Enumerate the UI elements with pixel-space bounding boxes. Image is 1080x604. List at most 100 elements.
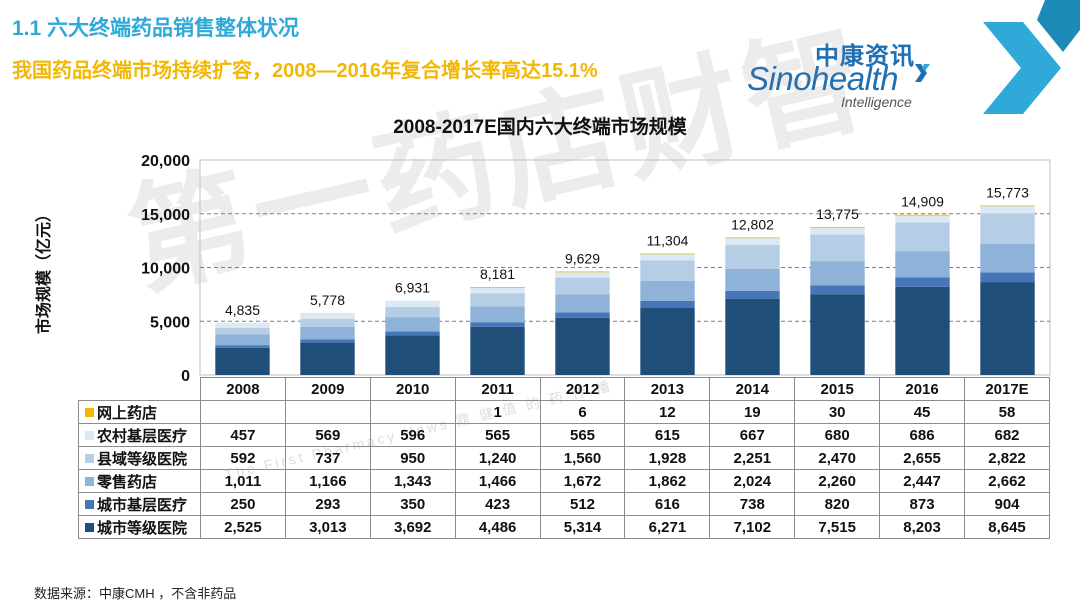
bar-segment-city_basic <box>810 285 865 295</box>
logo-tagline: Intelligence <box>841 94 912 110</box>
x-tick-label: 2011 <box>454 377 541 401</box>
bar-segment-retail <box>810 261 865 286</box>
table-cell: 820 <box>794 492 881 516</box>
legend-label: 城市等级医院 <box>97 519 188 537</box>
legend-entry: 零售药店 <box>78 469 201 493</box>
table-cell: 12 <box>624 400 711 424</box>
legend-entry: 网上药店 <box>78 400 201 424</box>
bar-segment-city_basic <box>895 277 950 287</box>
x-tick-label: 2012 <box>539 377 626 401</box>
slide-subtitle: 我国药品终端市场持续扩容，2008—2016年复合增长率高达15.1% <box>12 60 598 82</box>
table-cell: 2,822 <box>964 446 1050 470</box>
table-cell: 682 <box>964 423 1050 447</box>
bar-segment-county <box>385 306 440 318</box>
legend-entry: 县域等级医院 <box>78 446 201 470</box>
logo-chevron-icon <box>915 64 930 82</box>
logo-cn-text: 中康资讯 <box>815 43 915 70</box>
bar-segment-retail <box>980 243 1035 273</box>
bar-segment-rural <box>215 323 270 328</box>
bar-segment-county <box>810 234 865 262</box>
table-cell: 2,024 <box>709 469 796 493</box>
bar-segment-city_hosp <box>895 286 950 375</box>
table-cell: 1,166 <box>284 469 371 493</box>
bar-segment-county <box>215 327 270 335</box>
legend-swatch <box>85 476 94 486</box>
bar-segment-online <box>725 237 780 239</box>
table-cell: 2,260 <box>794 469 881 493</box>
bar-segment-city_hosp <box>470 326 525 375</box>
table-cell: 1,240 <box>454 446 541 470</box>
table-cell: 45 <box>879 400 966 424</box>
bar-segment-county <box>300 319 355 327</box>
bar-segment-rural <box>895 215 950 223</box>
bar-segment-online <box>980 205 1035 207</box>
bar-segment-rural <box>555 271 610 278</box>
table-cell: 7,515 <box>794 515 881 539</box>
table-cell: 2,525 <box>200 515 286 539</box>
bar-segment-rural <box>725 237 780 245</box>
bar-segment-city_hosp <box>215 347 270 375</box>
table-cell: 2,447 <box>879 469 966 493</box>
table-cell: 1,011 <box>200 469 286 493</box>
total-data-label: 5,778 <box>310 292 345 308</box>
table-cell: 457 <box>200 423 286 447</box>
table-cell <box>369 400 456 424</box>
bar-segment-city_hosp <box>980 282 1035 375</box>
table-cell: 904 <box>964 492 1050 516</box>
bar-segment-retail <box>640 280 695 301</box>
legend-label: 县域等级医院 <box>97 450 188 468</box>
table-cell: 592 <box>200 446 286 470</box>
table-row: 网上药店 1 6 12 19 30 45 58 <box>78 400 1050 424</box>
x-tick-label: 2009 <box>284 377 371 401</box>
table-cell: 1,928 <box>624 446 711 470</box>
legend-label: 零售药店 <box>97 473 158 491</box>
table-cell: 738 <box>709 492 796 516</box>
bar-segment-online <box>555 271 610 273</box>
bar-segment-city_basic <box>640 300 695 308</box>
bar-segment-retail <box>215 334 270 346</box>
table-cell <box>200 400 286 424</box>
logo-en-text: Sinohealth <box>747 60 898 97</box>
total-data-label: 8,181 <box>480 266 515 282</box>
bar-segment-retail <box>725 268 780 291</box>
table-cell: 350 <box>369 492 456 516</box>
total-data-label: 9,629 <box>565 250 600 266</box>
table-cell: 8,645 <box>964 515 1050 539</box>
table-cell: 1,560 <box>539 446 626 470</box>
bar-segment-city_hosp <box>555 317 610 375</box>
table-cell: 6,271 <box>624 515 711 539</box>
legend-swatch <box>85 453 94 463</box>
legend-label: 网上药店 <box>97 404 158 422</box>
slide-title: 1.1 六大终端药品销售整体状况 <box>12 17 300 40</box>
table-cell: 293 <box>284 492 371 516</box>
table-row: 城市基层医疗 250 293 350 423 512 616 738 820 873 904 <box>78 492 1050 516</box>
legend-swatch <box>85 430 94 440</box>
x-tick-label: 2016 <box>879 377 966 401</box>
bar-segment-rural <box>640 253 695 261</box>
total-data-label: 13,775 <box>816 206 859 222</box>
table-cell: 3,013 <box>284 515 371 539</box>
table-cell: 737 <box>284 446 371 470</box>
table-cell: 6 <box>539 400 626 424</box>
bar-segment-retail <box>385 317 440 332</box>
bar-segment-county <box>725 244 780 269</box>
bar-segment-rural <box>300 312 355 320</box>
total-data-label: 15,773 <box>986 184 1029 200</box>
table-cell: 2,470 <box>794 446 881 470</box>
table-cell: 569 <box>284 423 371 447</box>
sinohealth-logo: 中康资讯 Sinohealth Intelligence <box>745 36 960 116</box>
x-tick-label: 2015 <box>794 377 881 401</box>
bar-segment-city_hosp <box>810 294 865 375</box>
bar-segment-rural <box>385 300 440 307</box>
bar-segment-city_basic <box>300 339 355 343</box>
x-tick-label: 2008 <box>200 377 286 401</box>
x-tick-label: 2017E <box>964 377 1050 401</box>
bar-segment-rural <box>470 287 525 294</box>
total-data-label: 6,931 <box>395 279 430 295</box>
y-tick-label: 0 <box>181 368 190 385</box>
legend-label: 农村基层医疗 <box>97 427 188 445</box>
table-row: 城市等级医院 2,525 3,013 3,692 4,486 5,314 6,271 7,10… <box>78 515 1050 539</box>
table-cell: 1,466 <box>454 469 541 493</box>
legend-swatch <box>85 522 94 532</box>
table-cell: 2,662 <box>964 469 1050 493</box>
